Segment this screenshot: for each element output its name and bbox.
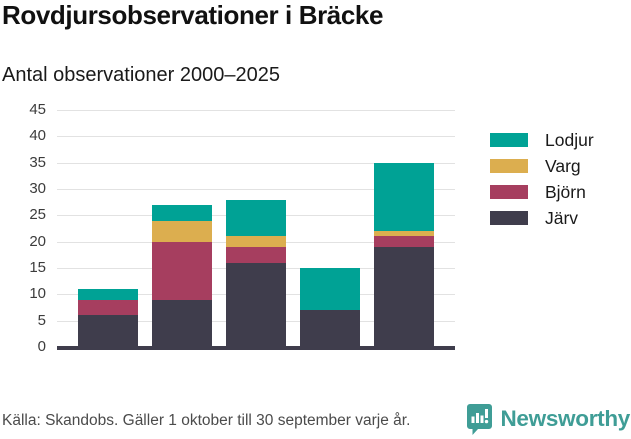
plot-area: 05101520253035404520/2121/2222/2323/2424… bbox=[29, 101, 455, 355]
y-axis-tick-label: 0 bbox=[37, 338, 46, 355]
chart-title: Rovdjursobservationer i Bräcke bbox=[2, 0, 384, 30]
bar-segment-lodjur-22-23 bbox=[226, 199, 286, 237]
legend-item-björn: Björn bbox=[490, 182, 594, 202]
bar-segment-järv-20-21 bbox=[78, 315, 138, 347]
newsworthy-logo: Newsworthy bbox=[466, 402, 630, 436]
gridline bbox=[57, 136, 455, 138]
y-axis-tick-label: 15 bbox=[29, 259, 46, 276]
y-axis-tick-label: 20 bbox=[29, 232, 46, 250]
x-axis-line bbox=[57, 346, 455, 350]
bar-segment-björn-20-21 bbox=[78, 299, 138, 316]
bar-segment-björn-21-22 bbox=[152, 241, 212, 300]
bar-segment-varg-22-23 bbox=[226, 236, 286, 247]
legend-swatch-lodjur bbox=[490, 133, 528, 147]
bar-segment-varg-24-25 bbox=[374, 231, 434, 237]
gridline bbox=[57, 189, 455, 190]
bar-segment-järv-22-23 bbox=[226, 262, 286, 347]
legend-label: Varg bbox=[545, 156, 581, 176]
bar-segment-lodjur-23-24 bbox=[300, 268, 360, 311]
legend-label: Järv bbox=[545, 208, 579, 228]
legend-item-lodjur: Lodjur bbox=[490, 130, 594, 150]
y-axis-tick-label: 45 bbox=[29, 101, 46, 118]
bar-segment-björn-22-23 bbox=[226, 246, 286, 263]
y-axis-tick-label: 40 bbox=[29, 127, 46, 145]
y-axis-tick-label: 25 bbox=[29, 206, 46, 224]
legend-swatch-järv bbox=[490, 211, 528, 225]
legend-item-järv: Järv bbox=[490, 208, 594, 228]
y-axis-tick-label: 30 bbox=[29, 180, 46, 197]
legend-swatch-björn bbox=[490, 185, 528, 199]
bar-segment-järv-23-24 bbox=[300, 310, 360, 347]
bar-segment-järv-21-22 bbox=[152, 299, 212, 347]
y-axis-tick-label: 5 bbox=[37, 311, 46, 329]
gridline bbox=[57, 110, 455, 111]
bar-segment-lodjur-24-25 bbox=[374, 162, 434, 232]
y-axis-tick-label: 10 bbox=[29, 285, 46, 303]
bar-segment-lodjur-20-21 bbox=[78, 289, 138, 300]
bar-chart-speech-bubble-icon bbox=[467, 404, 493, 435]
legend: Lodjur Varg Björn Järv bbox=[490, 130, 594, 228]
bar-segment-varg-21-22 bbox=[152, 220, 212, 242]
legend-swatch-varg bbox=[490, 159, 528, 173]
bar-segment-björn-24-25 bbox=[374, 236, 434, 247]
bar-segment-järv-24-25 bbox=[374, 246, 434, 347]
legend-item-varg: Varg bbox=[490, 156, 594, 176]
legend-label: Lodjur bbox=[545, 130, 594, 150]
brand-wordmark: Newsworthy bbox=[500, 406, 630, 431]
legend-label: Björn bbox=[545, 182, 586, 202]
chart-subtitle: Antal observationer 2000–2025 bbox=[2, 64, 280, 86]
bar-segment-lodjur-21-22 bbox=[152, 204, 212, 221]
source-note: Källa: Skandobs. Gäller 1 oktober till 3… bbox=[2, 412, 411, 429]
gridline bbox=[57, 162, 455, 164]
y-axis-tick-label: 35 bbox=[29, 153, 46, 171]
